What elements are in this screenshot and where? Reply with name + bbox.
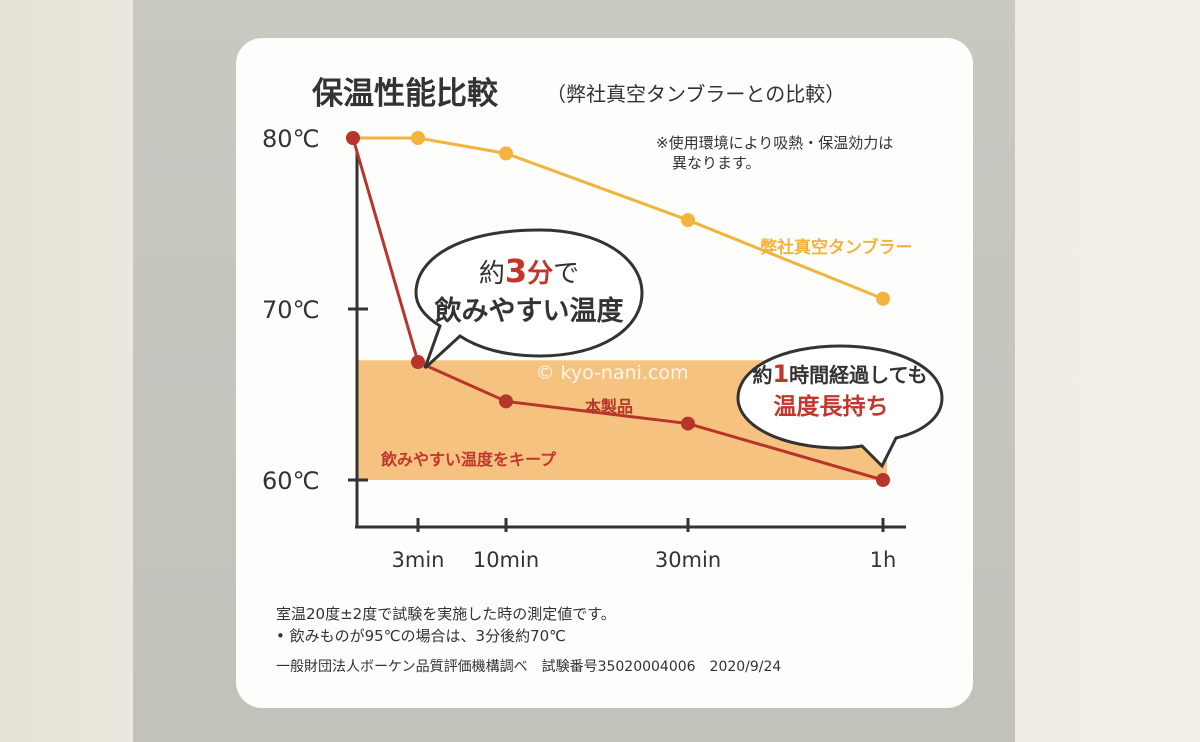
svg-text:約3分で: 約3分で <box>479 252 579 290</box>
footer-line1: 室温20度±2度で試験を実施した時の測定値です。 <box>276 605 616 623</box>
callout-left-pre: 約 <box>479 259 505 289</box>
callout-left-bubble <box>414 228 644 370</box>
band-label: 飲みやすい温度をキープ <box>380 450 557 469</box>
callout-right-line2: 温度長持ち <box>774 393 889 420</box>
x-tick-label-10min: 10min <box>473 548 539 572</box>
watermark: © kyo-nani.com <box>535 362 688 384</box>
y-tick-label-60: 60℃ <box>262 467 320 495</box>
series-2-point-3 <box>681 416 695 431</box>
series-label-2: 本製品 <box>585 397 633 416</box>
series-1-point-1 <box>411 131 425 145</box>
callout-right-num: 1 <box>772 360 789 388</box>
y-tick-label-80: 80℃ <box>262 125 320 153</box>
callout-right-bubble <box>736 344 944 469</box>
callout-left-mid: 分 <box>527 259 553 289</box>
chart-note-line2: 異なります。 <box>672 154 761 172</box>
series-1-point-2 <box>499 146 513 161</box>
chart-title: 保温性能比較 <box>312 76 499 112</box>
chart-note-line1: ※使用環境により吸熱・保温効力は <box>656 134 893 152</box>
x-tick-label-3min: 3min <box>392 548 445 572</box>
x-tick-label-30min: 30min <box>655 548 721 572</box>
y-tick-label-70: 70℃ <box>262 296 320 324</box>
callout-left-num: 3 <box>505 252 527 290</box>
footer-line3: 一般財団法人ボーケン品質評価機構調べ 試験番号35020004006 2020/… <box>276 659 781 675</box>
series-label-1: 弊社真空タンブラー <box>760 237 913 258</box>
callout-left-line2: 飲みやすい温度 <box>434 295 624 327</box>
series-2-point-2 <box>499 394 513 409</box>
series-1-point-3 <box>681 213 695 228</box>
series-2-point-4 <box>876 473 890 487</box>
callout-right-post: 時間経過しても <box>789 363 927 387</box>
series-2-point-1 <box>411 355 425 370</box>
x-tick-label-1h: 1h <box>870 548 897 572</box>
series-2-point-0 <box>346 131 360 145</box>
callout-left: 約3分で 飲みやすい温度 <box>414 228 644 370</box>
series-1-point-4 <box>876 291 890 306</box>
callout-right-pre: 約 <box>752 363 772 387</box>
chart-subtitle: （弊社真空タンブラーとの比較） <box>546 82 845 106</box>
callout-left-post: で <box>553 259 579 289</box>
footer-line2: • 飲みものが95℃の場合は、3分後約70℃ <box>276 627 566 645</box>
svg-text:約1時間経過しても: 約1時間経過しても <box>752 360 927 388</box>
callout-right: 約1時間経過しても 温度長持ち <box>736 344 944 469</box>
